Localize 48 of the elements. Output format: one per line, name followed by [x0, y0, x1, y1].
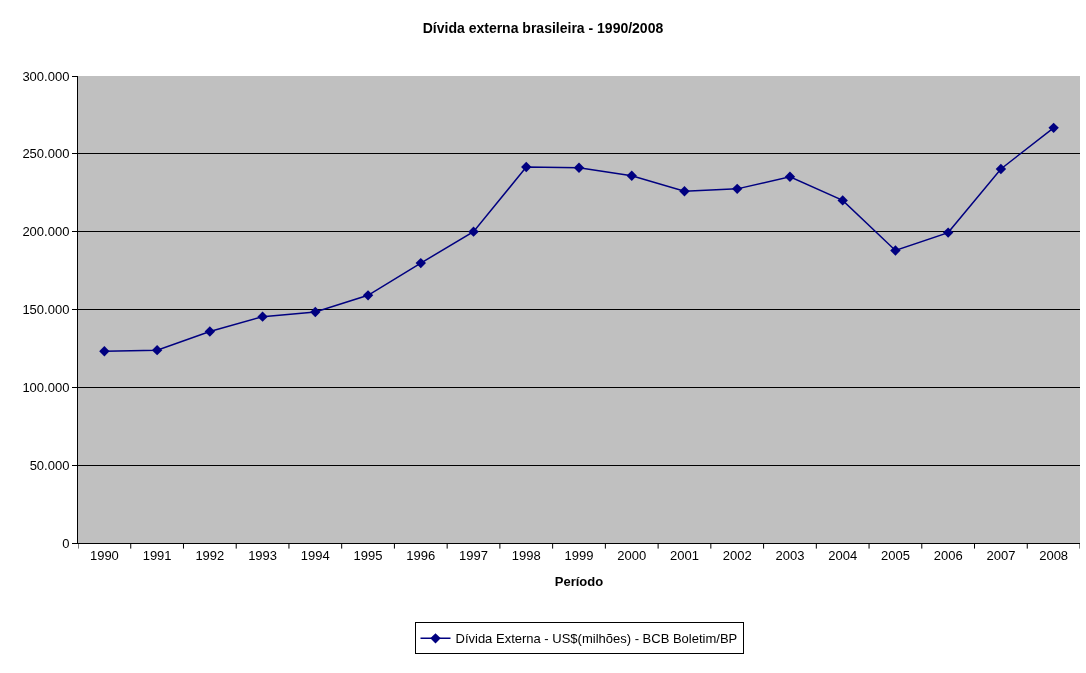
point [679, 185, 690, 197]
x-tick-label: 1996 [406, 547, 436, 563]
x-tick-label: 1995 [353, 547, 383, 563]
point [310, 306, 321, 318]
y-tick-label: 300.000 [22, 68, 70, 84]
point [784, 171, 796, 182]
point [890, 245, 901, 256]
x-tick-label: 2000 [617, 547, 647, 563]
x-tick-label: 2001 [670, 547, 699, 563]
legend-label: Dívida Externa - US$(milhões) - BCB Boletim/BP [455, 631, 738, 647]
y-tick-label: 250.000 [22, 146, 70, 162]
x-tick-label: 1994 [300, 547, 330, 563]
point [942, 227, 954, 238]
y-tick-label: 50.000 [29, 457, 70, 473]
x-tick-label: 1999 [564, 547, 594, 563]
point [204, 326, 216, 337]
x-tick-label: 2008 [1039, 547, 1069, 563]
x-tick-label: 1990 [89, 547, 119, 563]
y-tick-label: 200.000 [22, 224, 70, 240]
point [257, 311, 268, 322]
point [521, 161, 532, 173]
x-tick-label: 2003 [775, 547, 805, 563]
x-tick-label: 2006 [933, 547, 963, 563]
x-tick-label: 1992 [195, 547, 225, 563]
chart-title: Dívida externa brasileira - 1990/2008 [422, 20, 664, 37]
x-tick-label: 2007 [986, 547, 1016, 563]
x-tick-label: 1993 [248, 547, 278, 563]
x-axis-title: Período [554, 574, 604, 590]
point [99, 346, 110, 357]
y-tick-label: 150.000 [22, 302, 70, 318]
point [1048, 122, 1059, 134]
point [468, 226, 479, 237]
x-tick-label: 2002 [722, 547, 752, 563]
point [995, 163, 1007, 175]
point [573, 162, 585, 173]
y-tick-label: 0 [62, 535, 70, 551]
x-tick-label: 1997 [459, 547, 488, 563]
point [415, 257, 426, 269]
x-tick-label: 2005 [880, 547, 910, 563]
point [151, 344, 163, 356]
point [626, 170, 637, 181]
y-tick-label: 100.000 [22, 379, 70, 395]
point [837, 195, 848, 206]
point [362, 290, 374, 301]
x-tick-label: 1998 [511, 547, 541, 563]
x-tick-label: 1991 [142, 547, 172, 563]
x-tick-label: 2004 [828, 547, 858, 563]
point [732, 183, 743, 195]
